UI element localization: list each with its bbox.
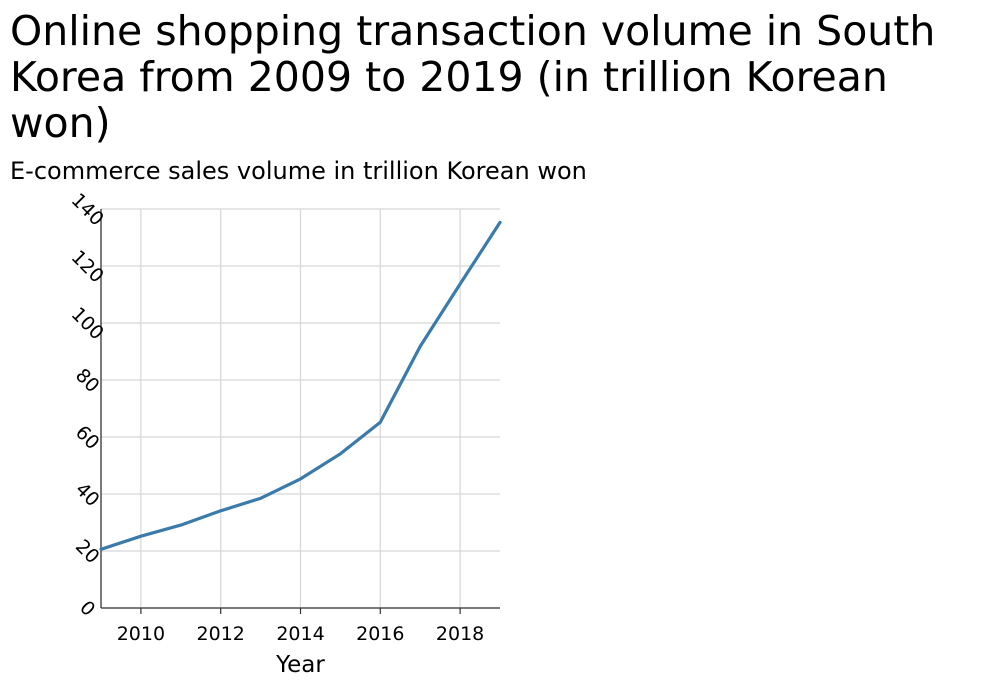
gridlines <box>101 208 500 609</box>
y-tick-label: 140 <box>67 189 108 230</box>
x-tick-label: 2014 <box>276 623 324 645</box>
x-tick-label: 2010 <box>117 623 165 645</box>
x-axis-ticks: 2010 2012 2014 2016 2018 <box>117 608 484 645</box>
y-tick-label: 100 <box>67 303 108 344</box>
x-tick-label: 2012 <box>197 623 245 645</box>
series-line <box>99 220 502 551</box>
y-tick-label: 80 <box>71 364 104 397</box>
y-tick-label: 120 <box>67 246 108 287</box>
y-axis-label: E-commerce sales volume in trillion Kore… <box>10 157 587 185</box>
chart-title: Online shopping transaction volume in So… <box>10 7 936 147</box>
y-tick-label: 60 <box>71 421 104 454</box>
series-layer <box>99 220 502 551</box>
x-tick-label: 2016 <box>356 623 404 645</box>
x-tick-label: 2018 <box>436 623 484 645</box>
y-tick-label: 20 <box>71 535 104 568</box>
x-axis-title: Year <box>275 652 325 678</box>
y-tick-label: 40 <box>71 478 104 511</box>
y-axis-ticks: 0 20 40 60 80 100 120 140 <box>67 189 108 621</box>
y-tick-label: 0 <box>75 597 99 621</box>
